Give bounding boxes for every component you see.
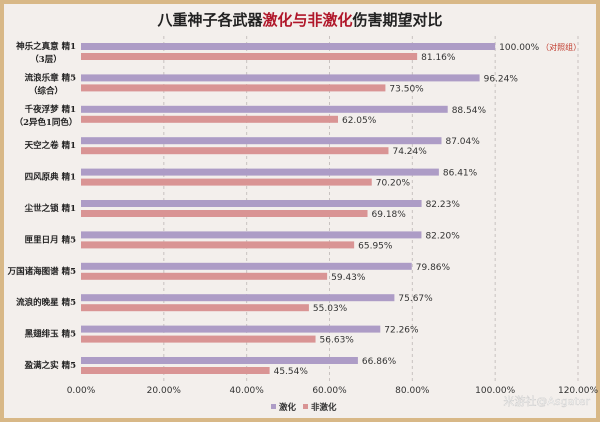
- x-tick-label: 80.00%: [395, 386, 430, 396]
- category-label: （3层）: [30, 54, 61, 65]
- bar-non-activated: [81, 178, 372, 186]
- data-label: 100.00%: [499, 43, 539, 53]
- data-label: 82.23%: [426, 200, 461, 210]
- category-label: 千夜浮梦 精1: [25, 104, 76, 115]
- bar-non-activated: [81, 84, 386, 92]
- data-label: 66.86%: [362, 357, 397, 367]
- watermark: 米游社@Asgater: [503, 394, 590, 408]
- title-part-1: 激化与非激化: [262, 11, 352, 29]
- data-label: 69.18%: [372, 210, 407, 220]
- data-label: 79.86%: [416, 263, 451, 273]
- data-label: 55.03%: [313, 304, 348, 314]
- data-label: 74.24%: [392, 147, 427, 157]
- data-label: 56.63%: [320, 336, 355, 346]
- legend-swatch: [303, 404, 308, 409]
- category-label: 盈满之实 精5: [24, 360, 76, 371]
- data-label: 72.26%: [384, 326, 419, 336]
- title-part-2: 伤害期望对比: [352, 11, 443, 29]
- category-label: 黑翅绯玉 精5: [25, 329, 76, 340]
- legend-label: 激化: [279, 402, 297, 413]
- data-label: 88.54%: [452, 106, 487, 116]
- data-label: 70.20%: [376, 179, 411, 189]
- legend-label: 非激化: [311, 402, 337, 413]
- data-label: 73.50%: [389, 84, 424, 94]
- data-label: 59.43%: [331, 273, 366, 283]
- bar-activated: [81, 168, 439, 176]
- data-label: 86.41%: [443, 169, 478, 179]
- category-label: （2异色1同色）: [15, 117, 78, 128]
- category-label: （综合）: [29, 85, 63, 96]
- bar-non-activated: [81, 241, 355, 249]
- chart-title: 八重神子各武器激化与非激化伤害期望对比: [156, 11, 442, 29]
- bar-non-activated: [81, 335, 316, 343]
- x-tick-label: 100.00%: [475, 386, 515, 396]
- bar-non-activated: [81, 53, 418, 60]
- data-label: 45.54%: [274, 367, 309, 377]
- data-label: 87.04%: [445, 137, 480, 147]
- category-label: 尘世之锁 精1: [25, 203, 76, 214]
- x-tick-label: 20.00%: [147, 386, 182, 396]
- category-label: 流浪乐章 精5: [25, 72, 76, 83]
- category-label: 四风原典 精1: [25, 172, 76, 183]
- bar-activated: [81, 357, 358, 364]
- title-part-0: 八重神子各武器: [156, 11, 263, 29]
- bar-activated: [81, 294, 395, 302]
- bar-non-activated: [81, 115, 338, 123]
- bar-non-activated: [81, 304, 309, 312]
- bar-non-activated: [81, 272, 328, 280]
- data-label: 96.24%: [484, 74, 519, 84]
- bar-activated: [81, 231, 422, 239]
- bar-activated: [81, 137, 442, 145]
- data-label: 65.95%: [358, 241, 393, 251]
- control-group-annotation: （对照组）: [541, 42, 581, 52]
- x-tick-label: 0.00%: [67, 386, 96, 396]
- bar-activated: [81, 105, 448, 113]
- data-label: 62.05%: [342, 116, 377, 126]
- bar-activated: [81, 74, 480, 82]
- bar-activated: [81, 200, 422, 207]
- x-tick-label: 40.00%: [230, 386, 265, 396]
- category-label: 匣里日月 精5: [25, 234, 76, 245]
- category-label: 天空之卷 精1: [25, 140, 76, 151]
- x-tick-label: 120.00%: [558, 386, 598, 396]
- data-label: 81.16%: [421, 53, 456, 63]
- bar-non-activated: [81, 367, 270, 374]
- x-tick-label: 60.00%: [312, 386, 347, 396]
- bar-non-activated: [81, 210, 368, 217]
- category-label: 神乐之真意 精1: [16, 41, 76, 52]
- category-label: 流浪的晚星 精5: [16, 297, 76, 308]
- bar-activated: [81, 262, 412, 270]
- bar-activated: [81, 43, 496, 50]
- legend-swatch: [271, 404, 276, 409]
- bar-activated: [81, 325, 381, 333]
- data-label: 75.67%: [398, 294, 433, 304]
- category-label: 万国诸海图谱 精5: [7, 266, 76, 277]
- bar-non-activated: [81, 147, 389, 155]
- data-label: 82.20%: [425, 231, 460, 241]
